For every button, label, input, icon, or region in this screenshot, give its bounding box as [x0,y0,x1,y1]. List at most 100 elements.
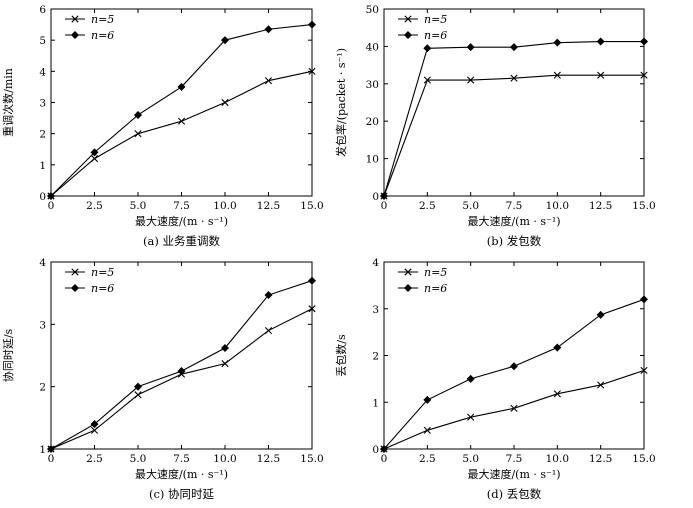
data-point [90,420,99,429]
legend-marker [403,30,413,40]
data-point [553,38,562,47]
legend-label: n=5 [424,266,447,279]
legend-marker [70,283,80,293]
data-point [177,82,186,91]
data-point [264,326,273,335]
y-tick-label: 2 [39,129,46,141]
y-tick-label: 40 [366,41,379,53]
y-tick-label: 2 [39,382,46,394]
data-point [220,36,230,45]
data-point [509,362,519,371]
data-point [221,360,229,368]
y-axis-label: 重调次数/min [1,68,15,137]
data-point [467,76,475,84]
y-tick-label: 6 [39,4,46,16]
data-point [308,67,316,75]
x-tick-label: 7.5 [506,453,523,465]
x-tick-label: 15.0 [632,453,655,465]
x-tick-label: 5.0 [130,200,147,212]
data-point [133,110,143,119]
x-axis-label: 最大速度/(m · s⁻¹) [467,214,560,228]
series-line-1 [383,369,645,450]
data-point [510,74,518,82]
y-tick-label: 20 [366,116,379,128]
data-point [264,291,273,300]
x-tick-label: 12.5 [257,200,280,212]
data-point [596,37,605,46]
x-tick-label: 2.5 [86,453,103,465]
x-tick-label: 12.5 [257,453,280,465]
x-tick-label: 0 [381,453,388,465]
data-point [423,426,431,434]
chart-panel-d: 0 2.5 5.0 7.5 10.0 12.5 15.0 0 1 2 3 4 最大速度/(m · s⁻¹… [335,257,656,501]
x-tick-label: 7.5 [173,200,190,212]
legend-label: n=6 [424,29,447,42]
data-point [510,404,518,412]
data-point [90,148,99,157]
legend-label: n=5 [424,13,447,26]
data-point [509,43,519,52]
data-point [640,366,648,375]
data-point [379,191,389,201]
data-point [46,191,56,201]
y-tick-label: 1 [39,160,46,172]
legend-label: n=6 [91,282,114,295]
x-tick-label: 2.5 [86,200,103,212]
data-point [597,71,605,79]
chart-panel-b: 0 2.5 5.0 7.5 10.0 12.5 15.0 0 10 20 30 40 50 最大速度/(m… [334,4,656,248]
data-point [423,76,431,84]
x-tick-label: 5.0 [462,200,479,212]
data-point [466,43,475,52]
data-point [307,276,317,285]
y-tick-label: 2 [372,351,379,363]
data-point [639,37,649,46]
data-point [90,155,99,163]
data-point [264,25,273,34]
series-line-1 [383,74,644,197]
legend-marker [71,15,79,23]
data-point [133,382,143,391]
data-point [220,343,230,353]
data-point [423,44,432,53]
data-point [177,117,186,125]
x-axis-label: 最大速度/(m · s⁻¹) [135,214,228,228]
x-tick-label: 0 [48,453,55,465]
data-point [597,381,605,389]
x-tick-label: 5.0 [462,453,479,465]
x-tick-label: 7.5 [173,453,190,465]
y-tick-label: 3 [39,319,46,331]
x-tick-label: 10.0 [546,453,569,465]
x-tick-label: 15.0 [300,200,323,212]
y-tick-label: 4 [39,257,46,269]
legend-marker [71,268,79,276]
y-tick-label: 10 [366,154,379,166]
data-point [134,391,142,399]
data-point [553,71,561,79]
x-tick-label: 10.0 [213,200,236,212]
data-point [46,444,56,454]
y-axis-label: 丢包数/s [335,334,348,377]
panel-caption: (c) 协同时延 [149,487,215,501]
data-point [307,20,317,29]
data-point [264,77,273,85]
data-point [134,130,142,138]
y-tick-label: 0 [39,191,46,203]
series-line-2 [50,24,313,197]
series-line-1 [50,308,313,450]
data-point [553,343,562,352]
y-tick-label: 4 [372,257,379,269]
legend-label: n=5 [91,266,114,279]
x-tick-label: 12.5 [589,453,612,465]
data-point [423,395,432,404]
legend-marker [403,283,413,293]
x-tick-label: 12.5 [589,200,612,212]
x-tick-label: 15.0 [632,200,655,212]
chart-panel-c: 0 2.5 5.0 7.5 10.0 12.5 15.0 1 2 3 4 最大速度/(m · s⁻¹)… [1,257,324,501]
plot-frame [383,261,645,450]
y-tick-label: 1 [372,397,379,409]
data-point [221,98,229,107]
data-point [379,444,389,454]
x-tick-label: 0 [381,200,388,212]
y-tick-label: 4 [39,66,46,78]
